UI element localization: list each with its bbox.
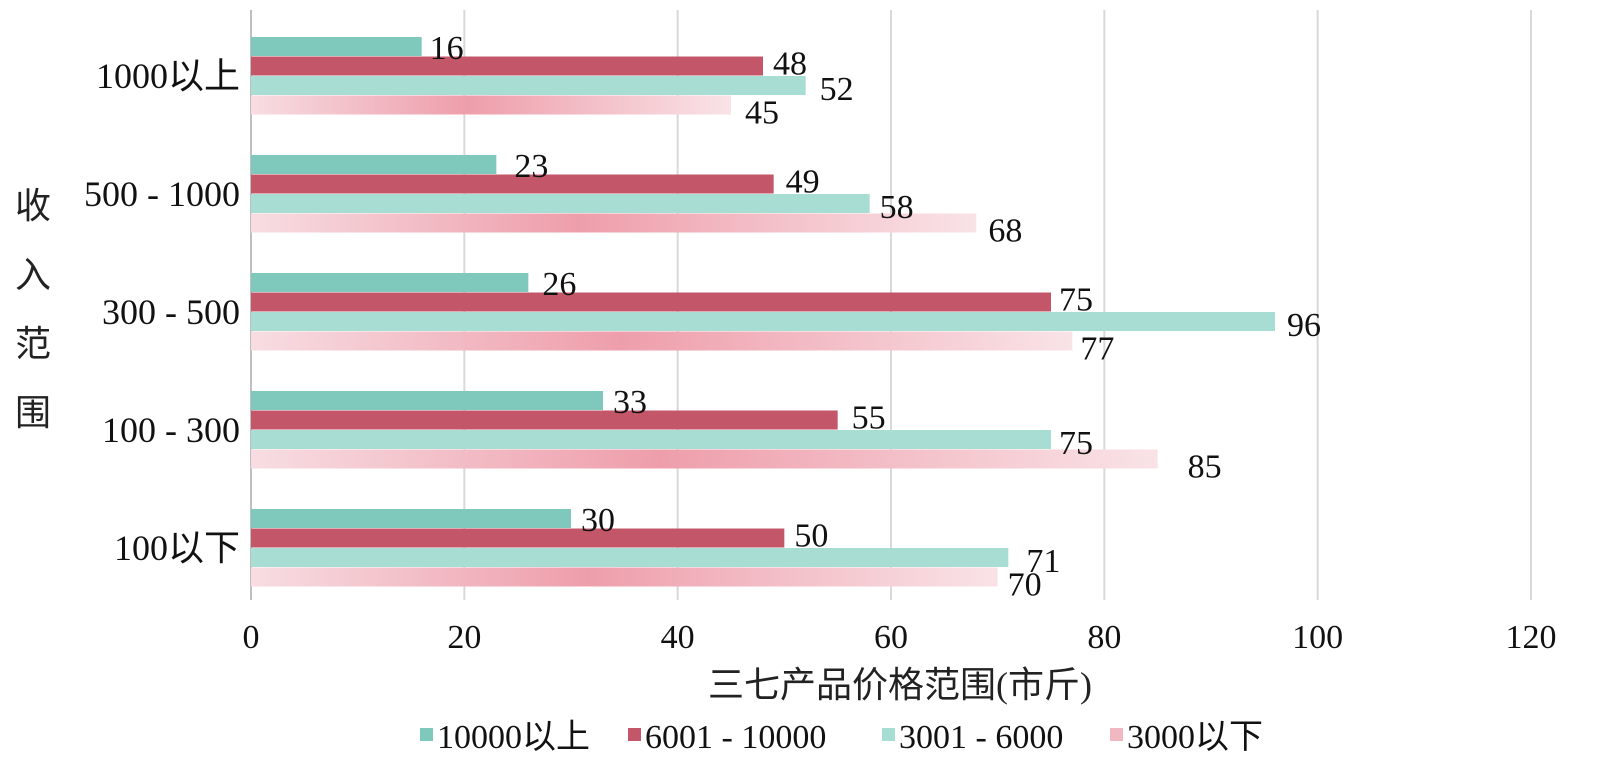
legend-label: 10000以上 <box>437 719 590 756</box>
category-label: 100 - 300 <box>102 410 240 450</box>
data-label: 52 <box>820 71 854 108</box>
data-label: 49 <box>786 163 820 200</box>
bar <box>251 449 1158 469</box>
x-tick-label: 120 <box>1506 619 1557 656</box>
legend-swatch <box>420 728 433 741</box>
bar <box>251 56 763 76</box>
category-label: 1000以上 <box>96 56 240 96</box>
bar <box>251 155 497 174</box>
legend: 10000以上 6001 - 10000 3001 - 6000 3000以下 <box>420 719 1263 756</box>
bar <box>251 37 422 56</box>
bar <box>251 292 1051 312</box>
data-label: 96 <box>1287 307 1321 344</box>
data-label: 30 <box>581 502 615 539</box>
x-axis-ticks: 0 20 40 60 80 100 120 <box>243 619 1557 656</box>
bar <box>251 567 998 587</box>
data-label: 68 <box>988 212 1022 249</box>
category-label: 100以下 <box>114 528 240 568</box>
data-label: 75 <box>1059 425 1093 462</box>
bar <box>251 331 1073 351</box>
bar <box>251 410 838 430</box>
data-label: 70 <box>1008 566 1042 603</box>
bar <box>251 509 571 528</box>
legend-label: 3001 - 6000 <box>899 719 1063 756</box>
y-axis-title: 收入范围 <box>15 186 51 433</box>
data-label: 45 <box>745 94 779 131</box>
x-tick-label: 60 <box>874 619 908 656</box>
legend-swatch <box>882 728 895 741</box>
category-label: 500 - 1000 <box>84 174 240 214</box>
bar <box>251 213 977 233</box>
x-tick-label: 20 <box>447 619 481 656</box>
x-tick-label: 0 <box>243 619 260 656</box>
bar <box>251 548 1009 567</box>
data-label: 48 <box>773 45 807 82</box>
bar <box>251 430 1051 449</box>
data-label: 71 <box>1026 543 1060 580</box>
data-label: 55 <box>852 399 886 436</box>
data-label: 75 <box>1059 281 1093 318</box>
legend-swatch <box>1110 728 1123 741</box>
bar <box>251 391 603 410</box>
bar <box>251 95 731 115</box>
x-tick-label: 80 <box>1087 619 1121 656</box>
bars <box>251 37 1275 587</box>
legend-swatch <box>628 728 641 741</box>
data-label: 85 <box>1188 448 1222 485</box>
bar <box>251 312 1275 331</box>
data-label: 50 <box>794 517 828 554</box>
category-label: 300 - 500 <box>102 292 240 332</box>
x-tick-label: 40 <box>661 619 695 656</box>
bar <box>251 174 774 194</box>
x-axis-title: 三七产品价格范围(市斤) <box>708 665 1092 705</box>
data-label: 77 <box>1080 330 1114 367</box>
bar <box>251 76 806 95</box>
bar <box>251 194 870 213</box>
data-label: 16 <box>430 30 464 67</box>
data-label: 33 <box>613 384 647 421</box>
data-label: 58 <box>880 189 914 226</box>
data-label: 23 <box>514 148 548 185</box>
data-label: 26 <box>542 266 576 303</box>
x-tick-label: 100 <box>1292 619 1343 656</box>
legend-label: 3000以下 <box>1127 719 1263 756</box>
legend-label: 6001 - 10000 <box>645 719 826 756</box>
bar <box>251 273 529 292</box>
y-axis-categories: 1000以上 500 - 1000 300 - 500 100 - 300 100以下 <box>84 56 240 568</box>
bar <box>251 528 785 548</box>
